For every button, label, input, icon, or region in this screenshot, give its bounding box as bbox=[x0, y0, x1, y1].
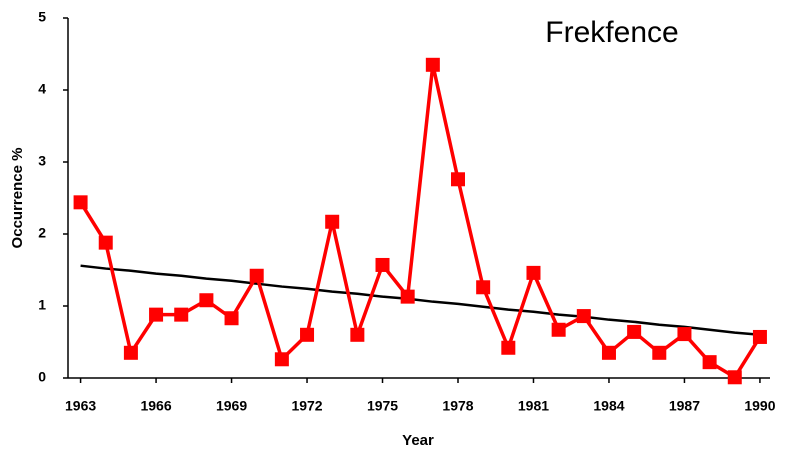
marker bbox=[224, 311, 239, 326]
marker bbox=[199, 293, 214, 308]
y-tick-label: 1 bbox=[38, 297, 46, 313]
x-axis-label: Year bbox=[402, 432, 434, 449]
marker bbox=[73, 195, 88, 210]
marker bbox=[98, 235, 113, 250]
marker bbox=[451, 172, 465, 187]
marker bbox=[752, 329, 767, 344]
marker bbox=[300, 327, 315, 342]
x-tick-label: 1987 bbox=[669, 398, 700, 414]
y-tick-label: 0 bbox=[38, 369, 46, 385]
marker bbox=[677, 327, 692, 342]
x-tick-label: 1981 bbox=[518, 398, 549, 414]
marker bbox=[652, 345, 667, 360]
y-tick-label: 4 bbox=[38, 81, 46, 97]
marker bbox=[476, 280, 491, 295]
x-tick-label: 1966 bbox=[140, 398, 171, 414]
x-tick-label: 1972 bbox=[291, 398, 322, 414]
x-tick-label: 1978 bbox=[442, 398, 473, 414]
marker bbox=[149, 307, 164, 322]
marker bbox=[501, 340, 516, 355]
y-tick-label: 5 bbox=[38, 9, 46, 25]
marker bbox=[627, 324, 642, 339]
x-tick-label: 1975 bbox=[367, 398, 398, 414]
data-line bbox=[79, 63, 762, 380]
y-tick-label: 3 bbox=[38, 153, 46, 169]
marker bbox=[249, 268, 264, 283]
marker bbox=[702, 355, 717, 370]
marker bbox=[274, 352, 289, 367]
trend-line bbox=[80, 264, 761, 337]
marker bbox=[601, 345, 616, 360]
marker bbox=[350, 327, 365, 342]
marker bbox=[400, 289, 415, 304]
chart-title: Frekfence bbox=[545, 16, 678, 49]
y-tick-label: 2 bbox=[38, 225, 46, 241]
marker bbox=[375, 257, 390, 272]
marker bbox=[727, 370, 742, 385]
x-tick-label: 1969 bbox=[216, 398, 247, 414]
marker bbox=[425, 57, 440, 72]
marker bbox=[325, 214, 340, 229]
x-tick-label: 1984 bbox=[593, 398, 624, 414]
marker bbox=[123, 345, 138, 360]
y-axis-label: Occurrence % bbox=[9, 148, 26, 249]
x-tick-label: 1963 bbox=[65, 398, 96, 414]
marker bbox=[174, 307, 189, 322]
marker bbox=[526, 265, 541, 280]
marker bbox=[576, 309, 591, 324]
marker bbox=[551, 322, 566, 337]
x-tick-label: 1990 bbox=[744, 398, 775, 414]
